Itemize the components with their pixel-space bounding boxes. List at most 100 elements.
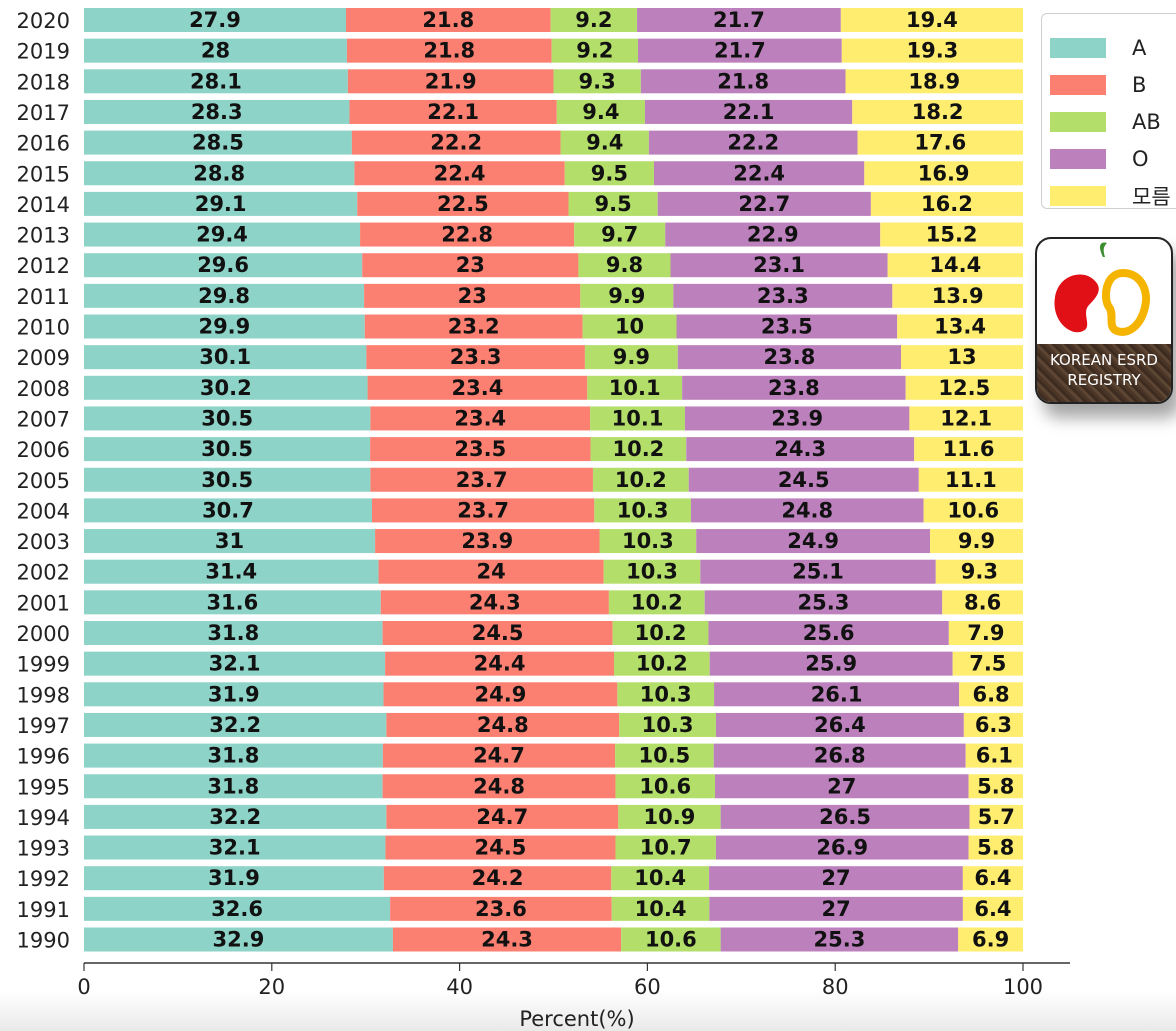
bar-value-label: 22.8: [441, 223, 493, 247]
year-tick-label: 2012: [17, 254, 70, 278]
bar-segment-2006-0: [84, 437, 371, 462]
bar-value-label: 32.1: [209, 836, 261, 860]
bar-segment-2005-2: [592, 467, 689, 492]
korean-esrd-registry-logo: KOREAN ESRD REGISTRY: [1035, 237, 1173, 404]
bar-value-label: 23.4: [452, 376, 504, 400]
bar-segment-2012-4: [887, 253, 1023, 278]
bar-value-label: 25.1: [792, 560, 844, 584]
bar-value-label: 6.9: [972, 928, 1009, 952]
year-tick-label: 2003: [17, 530, 70, 554]
bar-value-label: 24.2: [472, 866, 524, 890]
bar-segment-2008-4: [905, 375, 1024, 400]
bar-segment-2019-2: [551, 38, 639, 63]
bar-value-label: 23.1: [753, 253, 805, 277]
legend-item-a: A: [1050, 34, 1146, 62]
bar-segment-2000-1: [382, 621, 613, 645]
bar-segment-2016-0: [84, 130, 352, 155]
legend-item-o: O: [1050, 145, 1149, 173]
bar-value-label: 24.3: [469, 590, 521, 614]
bar-value-label: 23.7: [457, 498, 509, 522]
bar-value-label: 24.5: [778, 468, 830, 492]
bar-value-label: 25.3: [798, 590, 850, 614]
bar-value-label: 10.3: [640, 682, 692, 706]
yellow-kidney-icon: [1102, 268, 1150, 336]
bar-value-label: 31: [215, 529, 244, 553]
bar-segment-2000-3: [708, 621, 949, 645]
bar-segment-2010-0: [84, 314, 365, 339]
legend-swatch-ab: [1050, 112, 1106, 132]
bar-value-label: 31.9: [208, 682, 260, 706]
bar-value-label: 23.5: [454, 437, 506, 461]
x-tick-label: 40: [446, 975, 473, 999]
bar-segment-2000-0: [84, 621, 383, 645]
year-tick-label: 2013: [17, 224, 70, 248]
year-tick-label: 2010: [17, 316, 70, 340]
bar-segment-1999-0: [84, 651, 386, 676]
bar-segment-1994-1: [386, 804, 619, 829]
bar-segment-2004-0: [84, 498, 372, 523]
bar-value-label: 32.2: [209, 805, 261, 829]
bar-value-label: 26.8: [814, 744, 866, 768]
bar-segment-2011-2: [580, 283, 674, 308]
bar-segment-1994-2: [618, 804, 721, 829]
year-labels-layer: 2020 2019 2018 2017 2016 2015 2014 2013 2012 2011…: [17, 9, 70, 953]
bar-segment-2004-3: [690, 498, 924, 523]
bar-value-label: 24.8: [477, 713, 529, 737]
bar-value-label: 24.7: [473, 744, 525, 768]
bar-value-label: 31.8: [207, 621, 259, 645]
bar-value-label: 24.8: [781, 498, 833, 522]
bar-segment-1993-1: [385, 835, 616, 860]
bar-segment-2012-3: [670, 253, 888, 278]
bar-value-label: 29.6: [197, 253, 249, 277]
year-tick-label: 2000: [17, 622, 70, 646]
bar-segment-2008-0: [84, 375, 368, 400]
year-tick-label: 1997: [17, 714, 70, 738]
bar-segment-2016-1: [351, 130, 561, 155]
bar-value-label: 23.9: [771, 406, 823, 430]
bar-segment-1991-1: [390, 896, 612, 921]
bar-value-label: 22.4: [434, 161, 486, 185]
bar-segment-1990-3: [720, 927, 959, 952]
bar-value-label: 5.7: [978, 805, 1015, 829]
bar-value-label: 6.4: [974, 866, 1011, 890]
bar-value-label: 10.5: [638, 744, 690, 768]
legend-swatch-unknown: [1050, 186, 1106, 206]
bar-value-label: 16.2: [921, 192, 973, 216]
bar-value-label: 10.2: [631, 590, 683, 614]
bar-segment-2007-4: [909, 406, 1023, 431]
bar-segment-2019-4: [841, 38, 1023, 63]
bar-value-label: 18.9: [908, 69, 960, 93]
bar-segment-2017-0: [84, 99, 350, 124]
bar-value-label: 22.2: [727, 131, 779, 155]
bar-segment-2005-0: [84, 467, 371, 492]
bar-segment-2010-3: [676, 314, 898, 339]
bar-value-label: 31.9: [208, 866, 260, 890]
bar-segment-1996-4: [965, 743, 1023, 768]
bar-segment-2019-0: [84, 38, 347, 63]
bar-value-label: 30.5: [201, 406, 253, 430]
bar-segment-2011-3: [673, 283, 893, 308]
bar-value-label: 25.3: [814, 928, 866, 952]
bar-segment-2003-2: [599, 529, 697, 554]
year-tick-label: 2004: [17, 499, 70, 523]
bar-segment-2009-1: [366, 345, 585, 370]
bar-segment-2014-2: [568, 191, 658, 216]
bar-segment-2012-2: [578, 253, 671, 278]
bar-segment-2006-1: [370, 437, 591, 462]
bar-segment-2010-4: [897, 314, 1023, 339]
bar-value-label: 10.3: [626, 560, 678, 584]
bar-value-label: 32.6: [211, 897, 263, 921]
x-axis-title: Percent(%): [519, 1007, 634, 1031]
bar-value-label: 10.7: [640, 836, 692, 860]
bar-value-label: 13.9: [932, 284, 984, 308]
bar-value-label: 10.1: [609, 376, 661, 400]
bar-segment-1993-0: [84, 835, 386, 860]
x-tick-label: 0: [77, 975, 90, 999]
bar-value-label: 9.5: [591, 161, 628, 185]
bar-segment-2017-3: [644, 99, 853, 124]
logo-line2: REGISTRY: [1067, 371, 1141, 389]
bar-segment-2006-2: [590, 437, 687, 462]
bar-segment-2002-0: [84, 559, 379, 584]
bar-segment-2014-0: [84, 191, 358, 216]
bar-value-label: 9.3: [579, 69, 616, 93]
